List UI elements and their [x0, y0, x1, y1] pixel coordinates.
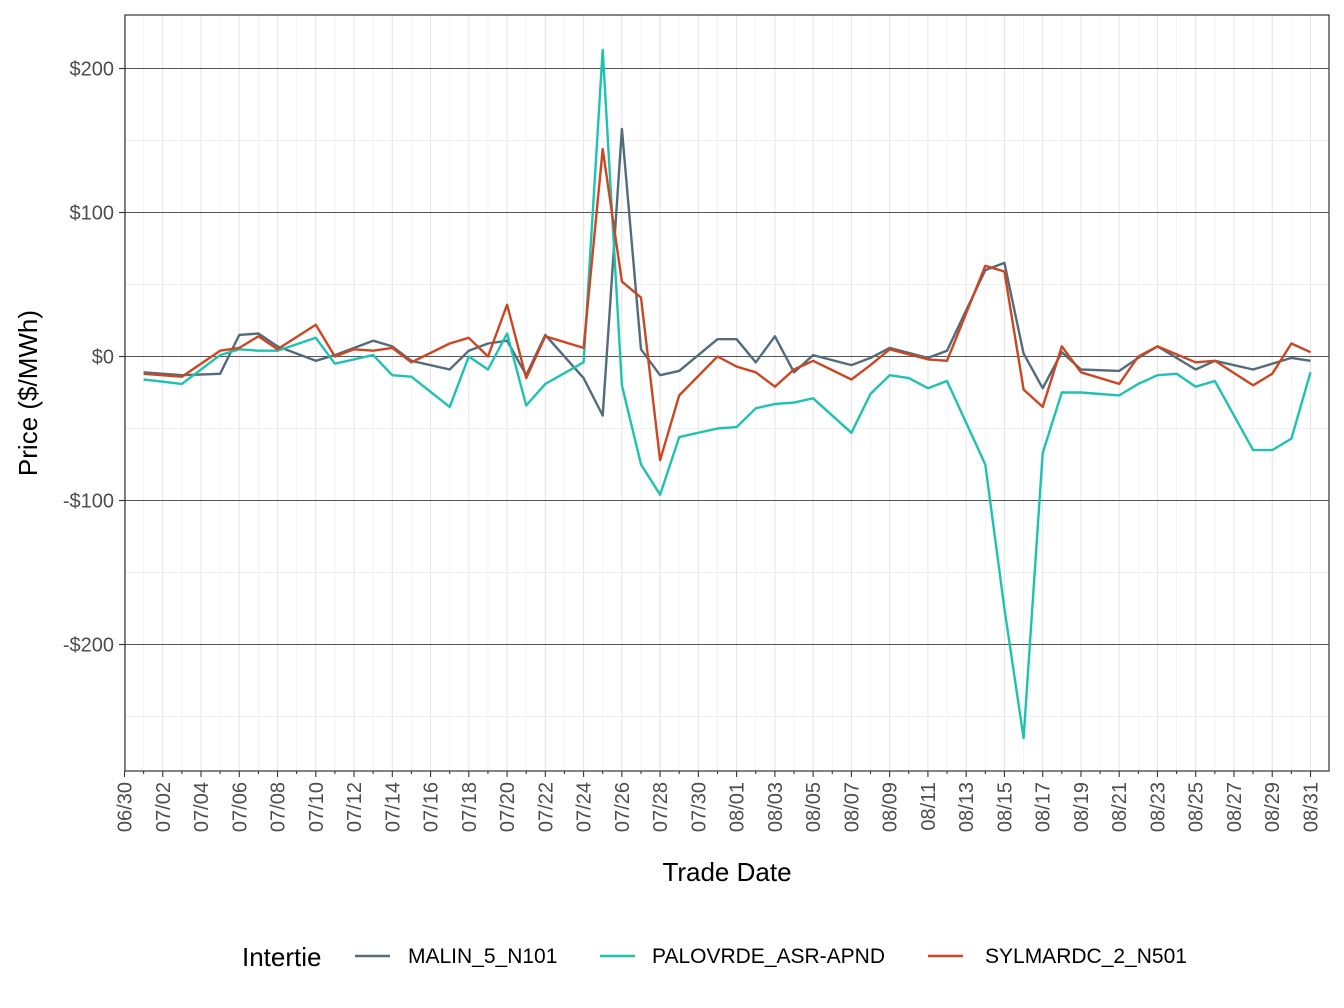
- x-tick-label: 07/28: [650, 782, 672, 832]
- legend-label: PALOVRDE_ASR-APND: [652, 945, 885, 968]
- y-tick-label: -$200: [63, 635, 114, 657]
- x-axis: 06/30 07/02 07/04 07/06 07/08 07/10 07/12 07/14…: [115, 771, 1323, 832]
- x-tick-label: 07/26: [612, 782, 634, 832]
- legend-label: MALIN_5_N101: [408, 945, 557, 968]
- y-tick-label: $0: [92, 347, 114, 369]
- x-tick-label: 07/02: [153, 782, 175, 832]
- x-tick-label: 07/12: [344, 782, 366, 832]
- legend-label: SYLMARDC_2_N501: [985, 945, 1187, 968]
- y-tick-label: $100: [70, 203, 115, 225]
- x-tick-label: 07/20: [497, 782, 519, 832]
- x-tick-label: 06/30: [115, 782, 137, 832]
- x-tick-label: 07/22: [535, 782, 557, 832]
- x-tick-label: 08/27: [1224, 782, 1246, 832]
- x-tick-label: 07/08: [268, 782, 290, 832]
- x-tick-label: 08/29: [1262, 782, 1284, 832]
- x-tick-label: 08/31: [1301, 782, 1323, 832]
- legend: Intertie MALIN_5_N101 PALOVRDE_ASR-APND SY…: [242, 942, 1187, 972]
- x-tick-label: 08/23: [1147, 782, 1169, 832]
- grid-lines: [123, 15, 1329, 771]
- x-tick-label: 07/16: [421, 782, 443, 832]
- x-tick-label: 08/09: [880, 782, 902, 832]
- x-tick-label: 08/13: [956, 782, 978, 832]
- x-tick-label: 08/25: [1186, 782, 1208, 832]
- x-tick-label: 08/05: [803, 782, 825, 832]
- x-axis-title: Trade Date: [662, 857, 791, 887]
- y-tick-label: $200: [70, 59, 115, 81]
- x-tick-label: 08/01: [727, 782, 749, 832]
- x-tick-label: 07/30: [688, 782, 710, 832]
- plot-panel-border: [124, 14, 1330, 772]
- x-tick-label: 08/03: [765, 782, 787, 832]
- x-tick-label: 08/15: [994, 782, 1016, 832]
- x-tick-label: 08/17: [1033, 782, 1055, 832]
- x-tick-label: 07/06: [229, 782, 251, 832]
- x-tick-label: 07/14: [382, 782, 404, 832]
- series-line-sylmardc_2_n501: [143, 147, 1311, 462]
- x-tick-label: 07/10: [306, 782, 328, 832]
- x-tick-label: 07/18: [459, 782, 481, 832]
- x-tick-label: 08/07: [841, 782, 863, 832]
- series-line-palovrde_asr-apnd: [143, 48, 1312, 740]
- x-tick-label: 08/21: [1109, 782, 1131, 832]
- y-tick-label: -$100: [63, 491, 114, 513]
- series-line-malin_5_n101: [143, 127, 1311, 417]
- x-tick-label: 07/04: [191, 782, 213, 832]
- y-axis: -$200 -$100 $0 $100 $200: [63, 59, 125, 657]
- x-tick-label: 08/19: [1071, 782, 1093, 832]
- series-lines: [143, 48, 1312, 740]
- x-tick-label: 08/11: [918, 782, 940, 831]
- y-axis-title: Price ($/MWh): [13, 310, 43, 476]
- legend-title: Intertie: [242, 942, 322, 972]
- x-tick-label: 07/24: [574, 782, 596, 832]
